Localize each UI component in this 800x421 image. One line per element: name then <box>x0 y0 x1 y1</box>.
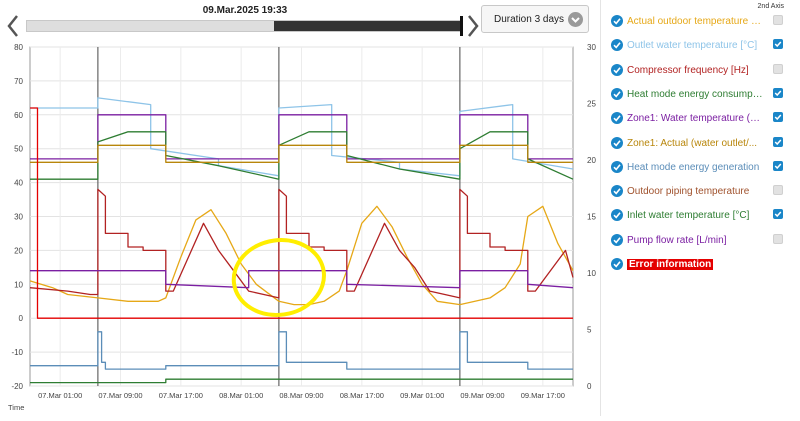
check-circle-icon[interactable] <box>611 185 623 198</box>
check-circle-icon[interactable] <box>611 209 623 222</box>
legend-item[interactable]: Outlet water temperature [°C] <box>609 37 795 55</box>
series-line <box>29 205 574 306</box>
y-axis-right-tick-label: 0 <box>587 382 592 391</box>
legend-item-label: Inlet water temperature [°C] <box>627 210 750 222</box>
series-line <box>30 114 573 160</box>
x-axis-tick-label: 08.Mar 09:00 <box>279 391 323 400</box>
series-line <box>30 144 573 163</box>
series-line <box>30 331 573 370</box>
timeline-slider-fill <box>274 21 461 31</box>
check-circle-icon[interactable] <box>611 136 623 149</box>
current-timestamp: 09.Mar.2025 19:33 <box>202 5 288 16</box>
legend-item-label: Pump flow rate [L/min] <box>627 234 727 246</box>
y-axis-left-tick-label: 40 <box>14 179 23 188</box>
y-axis-left-tick-label: 70 <box>14 77 23 86</box>
y-axis-right-tick-label: 20 <box>587 156 596 165</box>
x-axis-tick-label: 09.Mar 09:00 <box>460 391 504 400</box>
y-axis-right-tick-label: 30 <box>587 43 596 52</box>
x-axis-tick-label: 09.Mar 17:00 <box>521 391 565 400</box>
duration-label: Duration 3 days <box>494 14 565 25</box>
legend-item-label: Error information <box>627 259 714 270</box>
legend-item[interactable]: Outdoor piping temperature <box>609 183 795 201</box>
second-axis-checkbox[interactable] <box>773 63 783 74</box>
y-axis-left-tick-label: 20 <box>14 246 23 255</box>
series-line <box>29 188 574 299</box>
check-circle-icon[interactable] <box>611 39 623 52</box>
chevron-down-icon <box>568 12 583 27</box>
x-axis-tick-label: 07.Mar 17:00 <box>159 391 203 400</box>
timeline-slider[interactable] <box>26 20 462 32</box>
second-axis-checkbox[interactable] <box>773 15 783 25</box>
check-circle-icon[interactable] <box>611 160 623 173</box>
legend-item[interactable]: Pump flow rate [L/min] <box>609 232 795 250</box>
chart-area: -20 -10 0 10 20 30 40 50 60 70 80 0 5 10 15 20 25 30 07.Ma… <box>0 40 600 416</box>
second-axis-checkbox[interactable] <box>773 87 783 98</box>
series-line <box>30 131 574 180</box>
legend-item-label: Outdoor piping temperature <box>627 186 750 198</box>
y-axis-left-tick-label: -10 <box>11 348 23 357</box>
legend-item-label: Zone1: Actual (water outlet/... <box>627 137 758 149</box>
legend-item[interactable]: Heat mode energy generation <box>609 159 795 177</box>
y-axis-right-tick-label: 10 <box>587 269 596 278</box>
series-line <box>30 97 574 177</box>
x-axis-tick-label: 07.Mar 09:00 <box>98 391 142 400</box>
second-axis-checkbox[interactable] <box>773 136 783 147</box>
legend-item-label: Zone1: Water temperature (°C) <box>627 113 763 125</box>
timeline-handle[interactable] <box>460 16 463 36</box>
check-circle-icon[interactable] <box>611 87 623 100</box>
legend-item[interactable]: Compressor frequency [Hz] <box>609 62 795 80</box>
legend-item[interactable]: Zone1: Actual (water outlet/... <box>609 135 795 153</box>
legend-panel: 2nd Axis Actual outdoor temperature [°C]… <box>600 0 800 416</box>
y-axis-left-tick-label: 50 <box>14 145 23 154</box>
y-axis-right-tick-label: 5 <box>587 326 592 335</box>
y-axis-left-tick-label: 10 <box>14 280 23 289</box>
second-axis-header: 2nd Axis <box>757 3 784 10</box>
previous-arrow-icon[interactable] <box>6 14 20 38</box>
duration-dropdown[interactable]: Duration 3 days <box>481 5 589 33</box>
check-circle-icon[interactable] <box>611 233 623 246</box>
y-axis-left-tick-label: 80 <box>14 43 23 52</box>
y-axis-left-tick-label: -20 <box>11 382 23 391</box>
second-axis-checkbox[interactable] <box>773 160 783 171</box>
x-axis-tick-label: 09.Mar 01:00 <box>400 391 444 400</box>
legend-item[interactable]: Actual outdoor temperature [°C] <box>609 13 795 31</box>
second-axis-checkbox[interactable] <box>773 233 783 244</box>
second-axis-checkbox[interactable] <box>773 112 783 123</box>
legend-item[interactable]: Heat mode energy consumption <box>609 86 795 104</box>
check-circle-icon[interactable] <box>611 63 623 76</box>
line-chart: -20 -10 0 10 20 30 40 50 60 70 80 0 5 10 15 20 25 30 07.Ma… <box>8 43 596 412</box>
series-line <box>30 378 573 384</box>
legend-item-label: Heat mode energy consumption <box>627 88 763 100</box>
y-axis-left-tick-label: 30 <box>14 213 23 222</box>
check-circle-icon[interactable] <box>611 258 623 270</box>
second-axis-checkbox[interactable] <box>773 209 783 220</box>
x-axis-tick-label: 08.Mar 01:00 <box>219 391 263 400</box>
legend-item-label: Heat mode energy generation <box>627 161 760 173</box>
x-axis-tick-label: 07.Mar 01:00 <box>38 391 82 400</box>
legend-item-label: Outlet water temperature [°C] <box>627 40 758 52</box>
check-circle-icon[interactable] <box>611 112 623 125</box>
y-axis-left-tick-label: 0 <box>19 314 24 323</box>
timeline-toolbar: 09.Mar.2025 19:33 Duration 3 days <box>0 0 600 40</box>
legend-item-label: Actual outdoor temperature [°C] <box>627 16 763 27</box>
legend-item[interactable]: Error information <box>609 256 795 274</box>
check-circle-icon[interactable] <box>611 15 623 27</box>
second-axis-checkbox[interactable] <box>773 185 783 196</box>
x-axis-tick-label: 08.Mar 17:00 <box>340 391 384 400</box>
highlight-ellipse-annotation <box>231 238 326 317</box>
legend-item[interactable]: Inlet water temperature [°C] <box>609 207 795 225</box>
series-line <box>30 270 574 289</box>
next-arrow-icon[interactable] <box>466 14 480 38</box>
y-axis-left-tick-label: 60 <box>14 111 23 120</box>
second-axis-checkbox[interactable] <box>773 39 783 50</box>
legend-item[interactable]: Zone1: Water temperature (°C) <box>609 110 795 128</box>
y-axis-right-tick-label: 15 <box>587 213 596 222</box>
y-axis-right-tick-label: 25 <box>587 100 596 109</box>
series-line <box>30 107 573 319</box>
x-axis-label: Time <box>8 403 24 412</box>
legend-item-label: Compressor frequency [Hz] <box>627 64 749 76</box>
